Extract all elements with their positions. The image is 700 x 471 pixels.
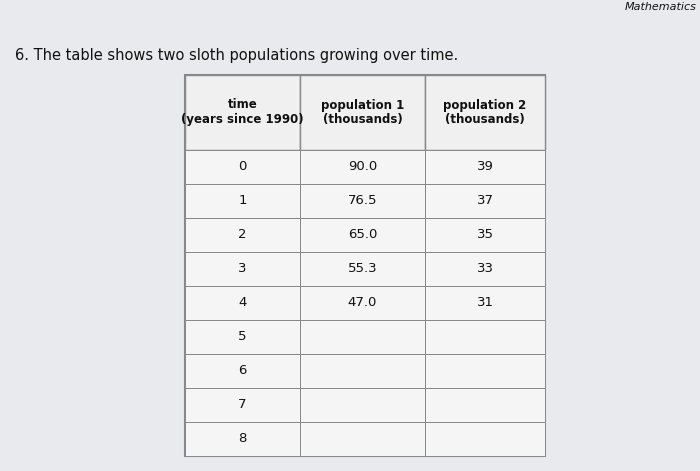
Text: 1: 1 [238,195,246,208]
Text: 2: 2 [238,228,246,242]
Text: 8: 8 [238,432,246,446]
Text: time
(years since 1990): time (years since 1990) [181,98,304,127]
Text: population 2
(thousands): population 2 (thousands) [443,98,526,127]
Text: 47.0: 47.0 [348,297,377,309]
Text: 33: 33 [477,262,494,276]
Text: 0: 0 [238,161,246,173]
Text: 39: 39 [477,161,494,173]
Text: 55.3: 55.3 [348,262,377,276]
Text: 37: 37 [477,195,494,208]
Text: 76.5: 76.5 [348,195,377,208]
Text: 90.0: 90.0 [348,161,377,173]
Text: population 1
(thousands): population 1 (thousands) [321,98,404,127]
Text: 35: 35 [477,228,494,242]
Text: 3: 3 [238,262,246,276]
Text: Mathematics: Mathematics [624,2,696,12]
Text: 31: 31 [477,297,494,309]
Text: 5: 5 [238,331,246,343]
Text: 4: 4 [238,297,246,309]
Text: 7: 7 [238,398,246,412]
Text: 6: 6 [238,365,246,377]
Text: 65.0: 65.0 [348,228,377,242]
Text: 6. The table shows two sloth populations growing over time.: 6. The table shows two sloth populations… [15,48,458,63]
